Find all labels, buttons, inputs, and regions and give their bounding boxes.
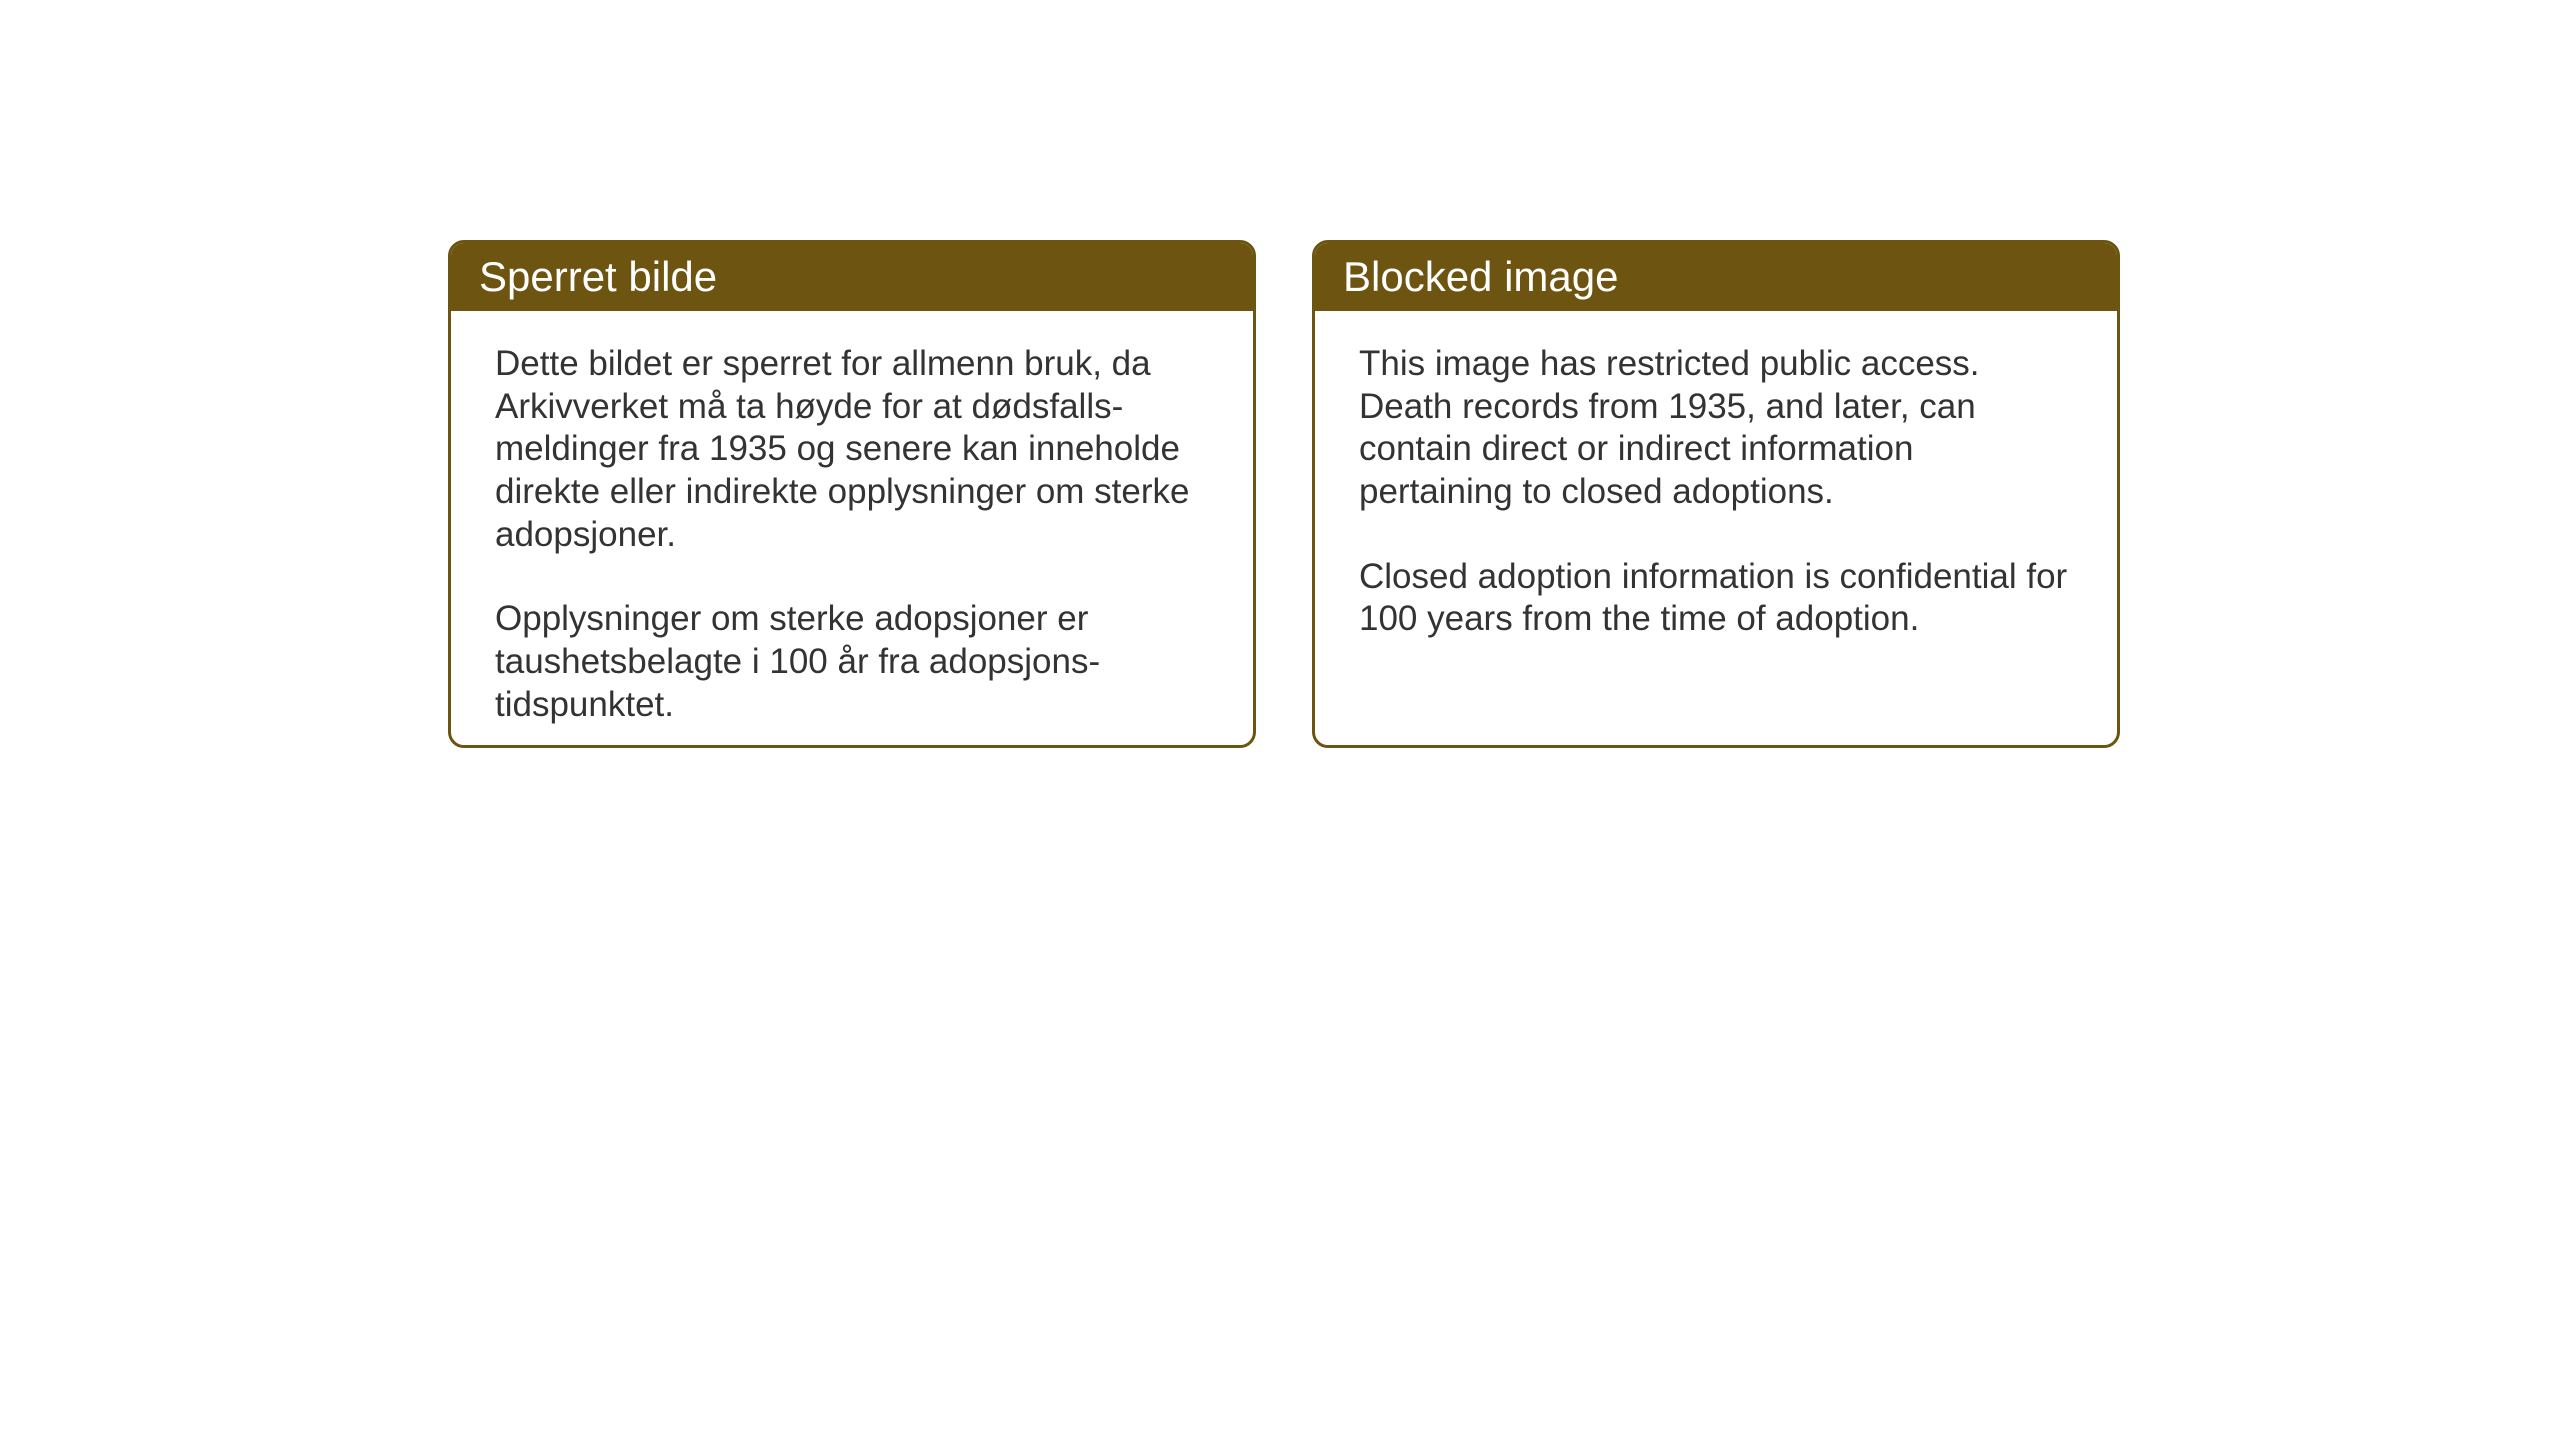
card-header-norwegian: Sperret bilde [451,243,1253,311]
card-paragraph-2-norwegian: Opplysninger om sterke adopsjoner er tau… [495,598,1209,726]
card-paragraph-1-norwegian: Dette bildet er sperret for allmenn bruk… [495,343,1209,556]
notice-card-english: Blocked image This image has restricted … [1312,240,2120,748]
cards-container: Sperret bilde Dette bildet er sperret fo… [448,240,2120,748]
card-title-english: Blocked image [1343,253,1618,300]
card-body-english: This image has restricted public access.… [1315,311,2117,673]
card-header-english: Blocked image [1315,243,2117,311]
card-title-norwegian: Sperret bilde [479,253,717,300]
notice-card-norwegian: Sperret bilde Dette bildet er sperret fo… [448,240,1256,748]
card-body-norwegian: Dette bildet er sperret for allmenn bruk… [451,311,1253,748]
card-paragraph-1-english: This image has restricted public access.… [1359,343,2073,514]
card-paragraph-2-english: Closed adoption information is confident… [1359,556,2073,641]
